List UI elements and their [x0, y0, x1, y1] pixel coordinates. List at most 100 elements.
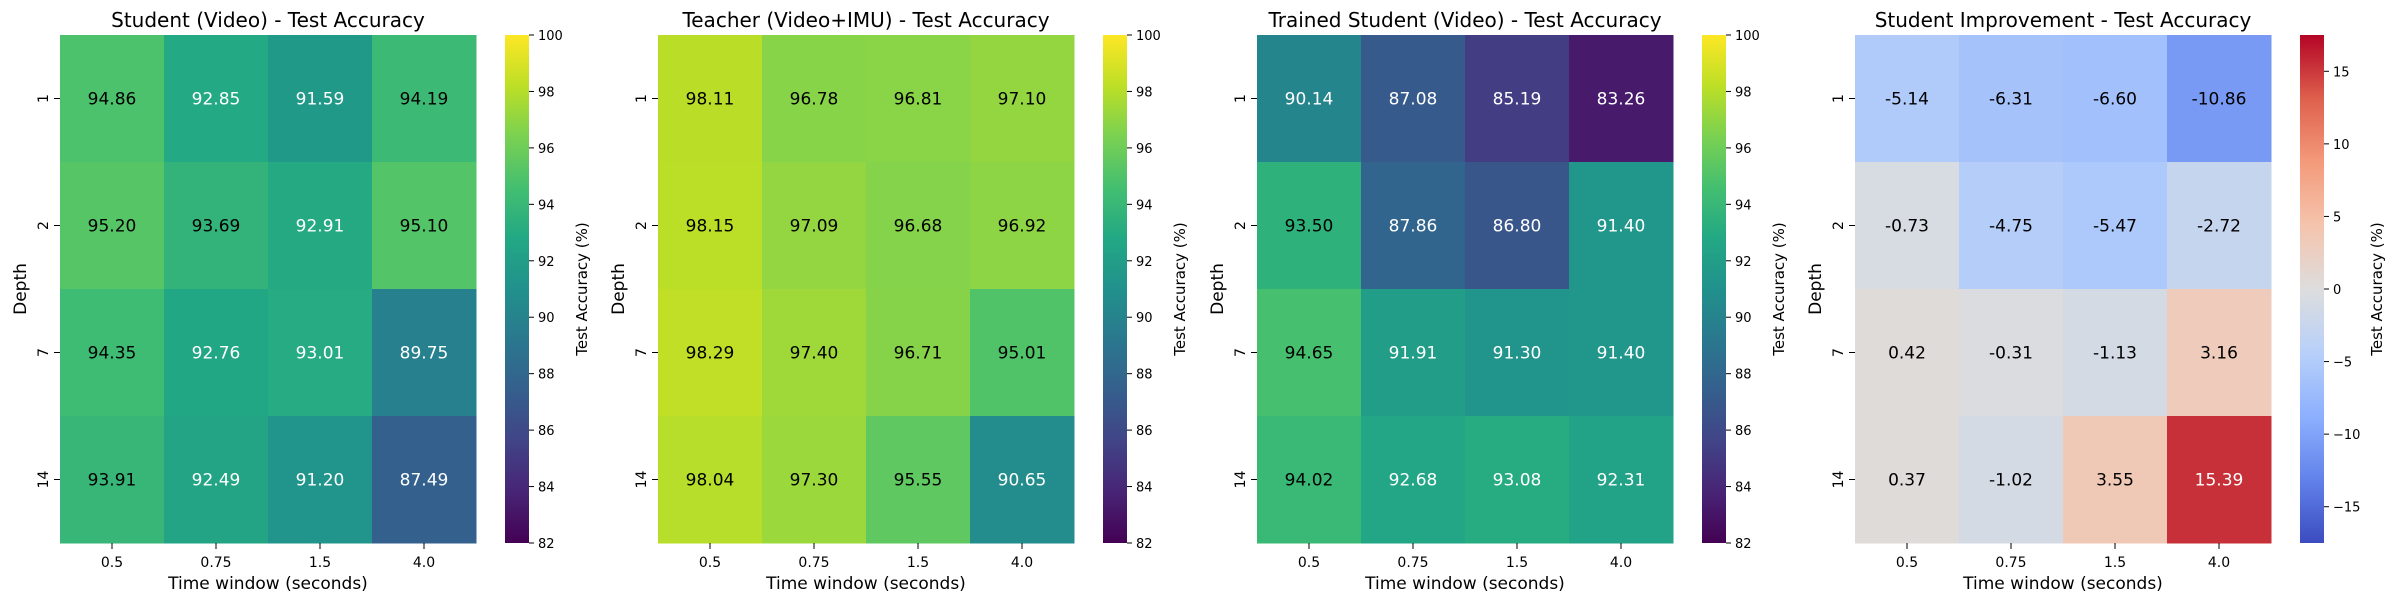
heatmap-cell — [268, 289, 373, 417]
colorbar-tick-label: 96 — [1735, 142, 1752, 157]
cell-value-label: 93.08 — [1493, 471, 1542, 491]
cell-value-label: 92.31 — [1597, 471, 1646, 491]
heatmap-cell — [970, 162, 1075, 290]
x-axis-label: Time window (seconds) — [1364, 574, 1565, 594]
heatmap-cell — [372, 35, 477, 163]
heatmap-cell — [1959, 416, 2064, 544]
y-tick-label: 7 — [634, 348, 650, 357]
heatmap-panel-2: Teacher (Video+IMU) - Test Accuracy 98.11… — [609, 8, 1189, 594]
colorbar-tick-label: 90 — [1735, 311, 1752, 326]
heatmap-cell — [1959, 162, 2064, 290]
heatmap-cell — [2063, 289, 2168, 417]
heatmap-cell — [1569, 162, 1674, 290]
colorbar-tick-label: 100 — [1735, 29, 1760, 44]
colorbar-tick-label: 98 — [1735, 85, 1752, 100]
cell-value-label: 95.20 — [88, 217, 137, 237]
y-tick-label: 7 — [1233, 348, 1249, 357]
heatmap-panel-4: Student Improvement - Test Accuracy -5.14… — [1806, 8, 2386, 594]
colorbar-tick-label: 15 — [2333, 65, 2350, 80]
cell-value-label: 86.80 — [1493, 217, 1542, 237]
colorbar-tick-label: 82 — [1136, 537, 1153, 552]
y-tick-label: 2 — [1831, 221, 1847, 230]
colorbar-tick-label: −15 — [2333, 501, 2360, 516]
colorbar-tick-label: 92 — [538, 255, 555, 270]
cell-value-label: 93.01 — [296, 344, 345, 364]
cell-value-label: -0.73 — [1885, 217, 1929, 237]
cell-value-label: 97.10 — [998, 90, 1047, 110]
cell-value-label: 97.30 — [790, 471, 839, 491]
cell-value-label: -5.47 — [2093, 217, 2137, 237]
heatmap-cell — [762, 162, 867, 290]
cell-value-label: 91.59 — [296, 90, 345, 110]
colorbar-tick-label: 5 — [2333, 210, 2341, 225]
heatmap-cell — [2167, 35, 2272, 163]
colorbar-tick-label: 10 — [2333, 138, 2350, 153]
heatmap-cell — [658, 416, 763, 544]
heatmap-panel-3: Trained Student (Video) - Test Accuracy 9… — [1208, 8, 1788, 594]
heatmap-cell — [866, 416, 971, 544]
y-tick-label: 1 — [36, 94, 52, 103]
chart-title: Student (Video) - Test Accuracy — [111, 8, 425, 32]
cell-value-label: 92.91 — [296, 217, 345, 237]
cell-value-label: 98.15 — [686, 217, 735, 237]
heatmap-cell — [866, 35, 971, 163]
colorbar-tick-label: 94 — [1136, 198, 1153, 213]
cell-value-label: -1.02 — [1989, 471, 2033, 491]
colorbar — [2300, 35, 2324, 543]
x-axis-label: Time window (seconds) — [167, 574, 368, 594]
colorbar-tick-label: 86 — [1735, 424, 1752, 439]
cell-value-label: 95.10 — [400, 217, 449, 237]
x-tick-label: 0.75 — [200, 555, 231, 571]
heatmap-cell — [866, 162, 971, 290]
colorbar-tick-label: 88 — [1735, 368, 1752, 383]
heatmap-cell — [1361, 162, 1466, 290]
heatmap-cell — [2167, 416, 2272, 544]
heatmap-cell — [970, 289, 1075, 417]
x-tick-label: 4.0 — [1610, 555, 1632, 571]
cell-value-label: -10.86 — [2192, 90, 2247, 110]
chart-title: Student Improvement - Test Accuracy — [1875, 8, 2252, 32]
cell-value-label: 90.14 — [1285, 90, 1334, 110]
heatmap-cell — [658, 289, 763, 417]
heatmap-cell — [1855, 35, 1960, 163]
heatmap-cell — [1257, 162, 1362, 290]
colorbar-tick-label: 84 — [1136, 481, 1153, 496]
cell-value-label: 87.86 — [1389, 217, 1438, 237]
heatmap-cell — [164, 162, 269, 290]
x-tick-label: 1.5 — [2104, 555, 2126, 571]
x-tick-label: 4.0 — [413, 555, 435, 571]
cell-value-label: 0.37 — [1888, 471, 1926, 491]
cell-value-label: 95.55 — [894, 471, 943, 491]
cell-value-label: 3.55 — [2096, 471, 2134, 491]
heatmap-cell — [1569, 416, 1674, 544]
colorbar-tick-label: 84 — [538, 481, 555, 496]
y-axis-label: Depth — [1806, 263, 1826, 315]
y-tick-label: 7 — [1831, 348, 1847, 357]
colorbar-tick-label: 98 — [538, 85, 555, 100]
heatmap-cell — [60, 416, 165, 544]
y-tick-label: 2 — [634, 221, 650, 230]
y-tick-label: 2 — [36, 221, 52, 230]
heatmap-cell — [762, 289, 867, 417]
y-tick-label: 1 — [634, 94, 650, 103]
colorbar-tick-label: 82 — [538, 537, 555, 552]
heatmap-cell — [1257, 35, 1362, 163]
x-tick-label: 1.5 — [907, 555, 929, 571]
y-axis-label: Depth — [11, 263, 31, 315]
cell-value-label: 91.20 — [296, 471, 345, 491]
heatmap-cell — [1361, 35, 1466, 163]
heatmap-cell — [1465, 416, 1570, 544]
colorbar-label: Test Accuracy (%) — [573, 222, 591, 357]
x-axis-label: Time window (seconds) — [765, 574, 966, 594]
heatmap-cell — [658, 35, 763, 163]
x-tick-label: 4.0 — [2208, 555, 2230, 571]
heatmap-cell — [372, 416, 477, 544]
heatmap-cell — [1465, 289, 1570, 417]
heatmap-panel-1: Student (Video) - Test Accuracy 94.86 92.8… — [11, 8, 591, 594]
cell-value-label: 3.16 — [2200, 344, 2238, 364]
colorbar-tick-label: 90 — [538, 311, 555, 326]
colorbar-tick-label: 92 — [1136, 255, 1153, 270]
cell-value-label: 94.65 — [1285, 344, 1334, 364]
x-tick-label: 0.75 — [1995, 555, 2026, 571]
heatmap-cell — [164, 289, 269, 417]
